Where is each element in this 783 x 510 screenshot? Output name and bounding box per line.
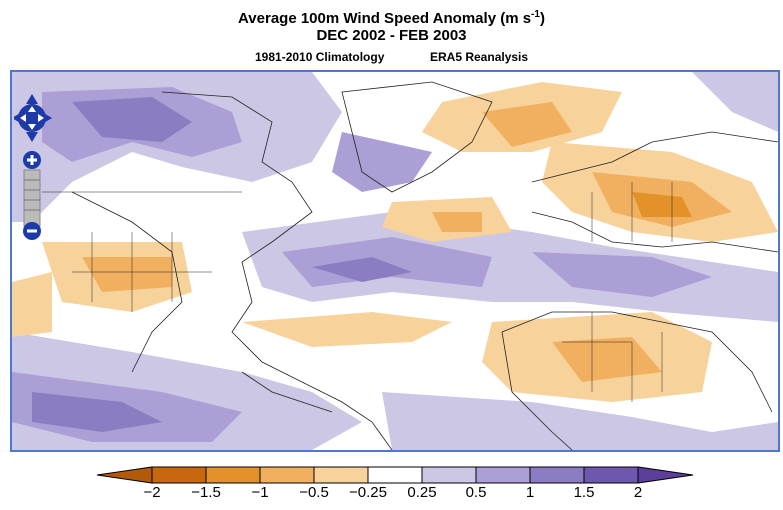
anomaly-map[interactable] <box>10 70 780 452</box>
colorbar-box <box>475 466 531 484</box>
political-borders <box>42 182 673 402</box>
positive-anomaly-regions <box>12 72 778 450</box>
map-canvas <box>12 72 778 450</box>
colorbar-box <box>259 466 315 484</box>
negative-anomaly-regions <box>12 82 778 402</box>
colorbar-boxes <box>151 466 639 484</box>
colorbar-box <box>205 466 261 484</box>
zoom-slider-ticks <box>24 179 40 211</box>
colorbar-over-arrow <box>637 466 694 484</box>
colorbar-box <box>151 466 207 484</box>
colorbar-tick-label: 1.5 <box>573 484 595 501</box>
climatology-label: 1981-2010 Climatology <box>255 50 385 64</box>
colorbar-tick-label: −1 <box>251 484 269 501</box>
map-period: DEC 2002 - FEB 2003 <box>316 27 467 44</box>
coastlines <box>71 81 778 450</box>
zoom-out-button[interactable] <box>23 222 41 240</box>
colorbar-box <box>529 466 585 484</box>
colorbar-tick-label: 0.25 <box>407 484 437 501</box>
pan-control[interactable] <box>14 94 52 142</box>
colorbar-tick-label: 1 <box>525 484 535 501</box>
map-navigation[interactable] <box>14 90 54 240</box>
colorbar-tick-label: −1.5 <box>191 484 221 501</box>
colorbar-box <box>583 466 639 484</box>
colorbar-box <box>367 466 423 484</box>
map-title: Average 100m Wind Speed Anomaly (m s-1) <box>238 9 545 27</box>
colorbar-tick-label: −2 <box>143 484 161 501</box>
colorbar-tick-label: −0.25 <box>349 484 387 501</box>
zoom-in-button[interactable] <box>23 151 41 169</box>
zoom-slider[interactable] <box>23 169 41 227</box>
dataset-label: ERA5 Reanalysis <box>430 50 529 64</box>
colorbar-tick-label: 0.5 <box>465 484 487 501</box>
colorbar <box>96 466 694 484</box>
colorbar-under-arrow <box>96 466 153 484</box>
colorbar-tick-label: 2 <box>633 484 643 501</box>
colorbar-box <box>421 466 477 484</box>
colorbar-box <box>313 466 369 484</box>
colorbar-tick-label: −0.5 <box>299 484 329 501</box>
